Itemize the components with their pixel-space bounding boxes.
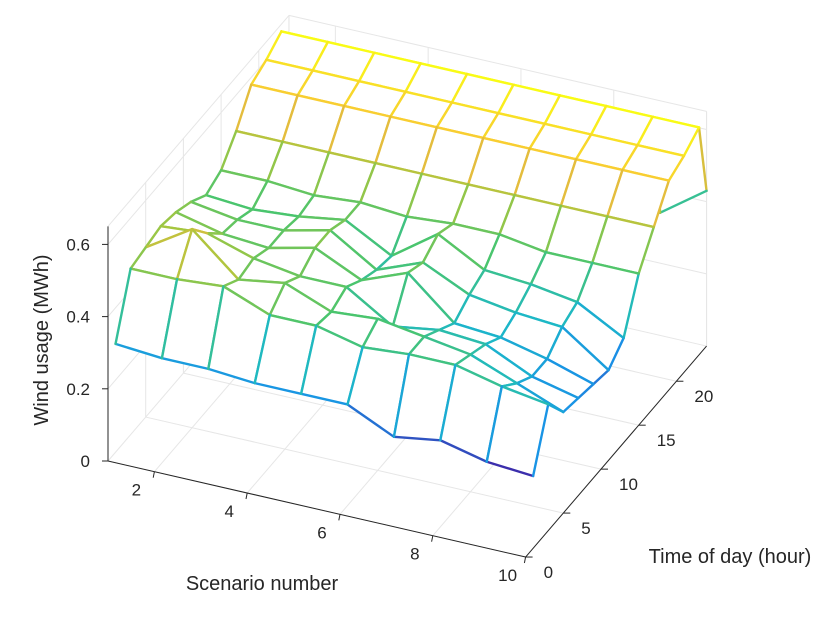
grid-line <box>107 15 290 227</box>
x-tick <box>338 514 341 521</box>
x-axis-label: Scenario number <box>186 573 339 595</box>
x-tick-label: 8 <box>410 545 419 564</box>
x-tick-label: 10 <box>498 566 517 585</box>
surface-cell <box>485 385 550 478</box>
surface-cell <box>439 363 504 463</box>
x-tick <box>245 492 248 500</box>
surface-cell <box>207 285 272 385</box>
grid-line <box>145 416 564 514</box>
z-tick-label: 0.6 <box>66 235 90 254</box>
y-tick-label: 0 <box>544 563 553 582</box>
x-axis-line <box>107 460 526 558</box>
x-tick <box>152 471 155 478</box>
y-tick-label: 15 <box>657 431 676 450</box>
z-tick-label: 0.2 <box>66 380 90 399</box>
grid-line <box>107 33 290 245</box>
z-tick-label: 0 <box>81 452 90 471</box>
y-tick-label: 20 <box>694 387 713 406</box>
surface-cell <box>236 208 301 232</box>
x-tick-label: 2 <box>132 481 141 500</box>
x-tick <box>431 535 434 542</box>
x-tick <box>523 556 527 564</box>
y-tick-label: 10 <box>619 475 638 494</box>
y-axis-label: Time of day (hour) <box>649 546 812 568</box>
z-tick-label: 0.4 <box>66 308 90 327</box>
y-tick-label: 5 <box>581 519 590 538</box>
grid-line <box>288 14 707 112</box>
tick-labels: 2 4 6 8 10 0 5 10 15 20 0 0.2 0.4 0.6 <box>66 235 713 585</box>
z-axis-label: Wind usage (MWh) <box>31 254 53 425</box>
surface-mesh <box>114 30 708 478</box>
x-tick-label: 4 <box>224 502 233 521</box>
x-tick-label: 6 <box>317 523 326 542</box>
